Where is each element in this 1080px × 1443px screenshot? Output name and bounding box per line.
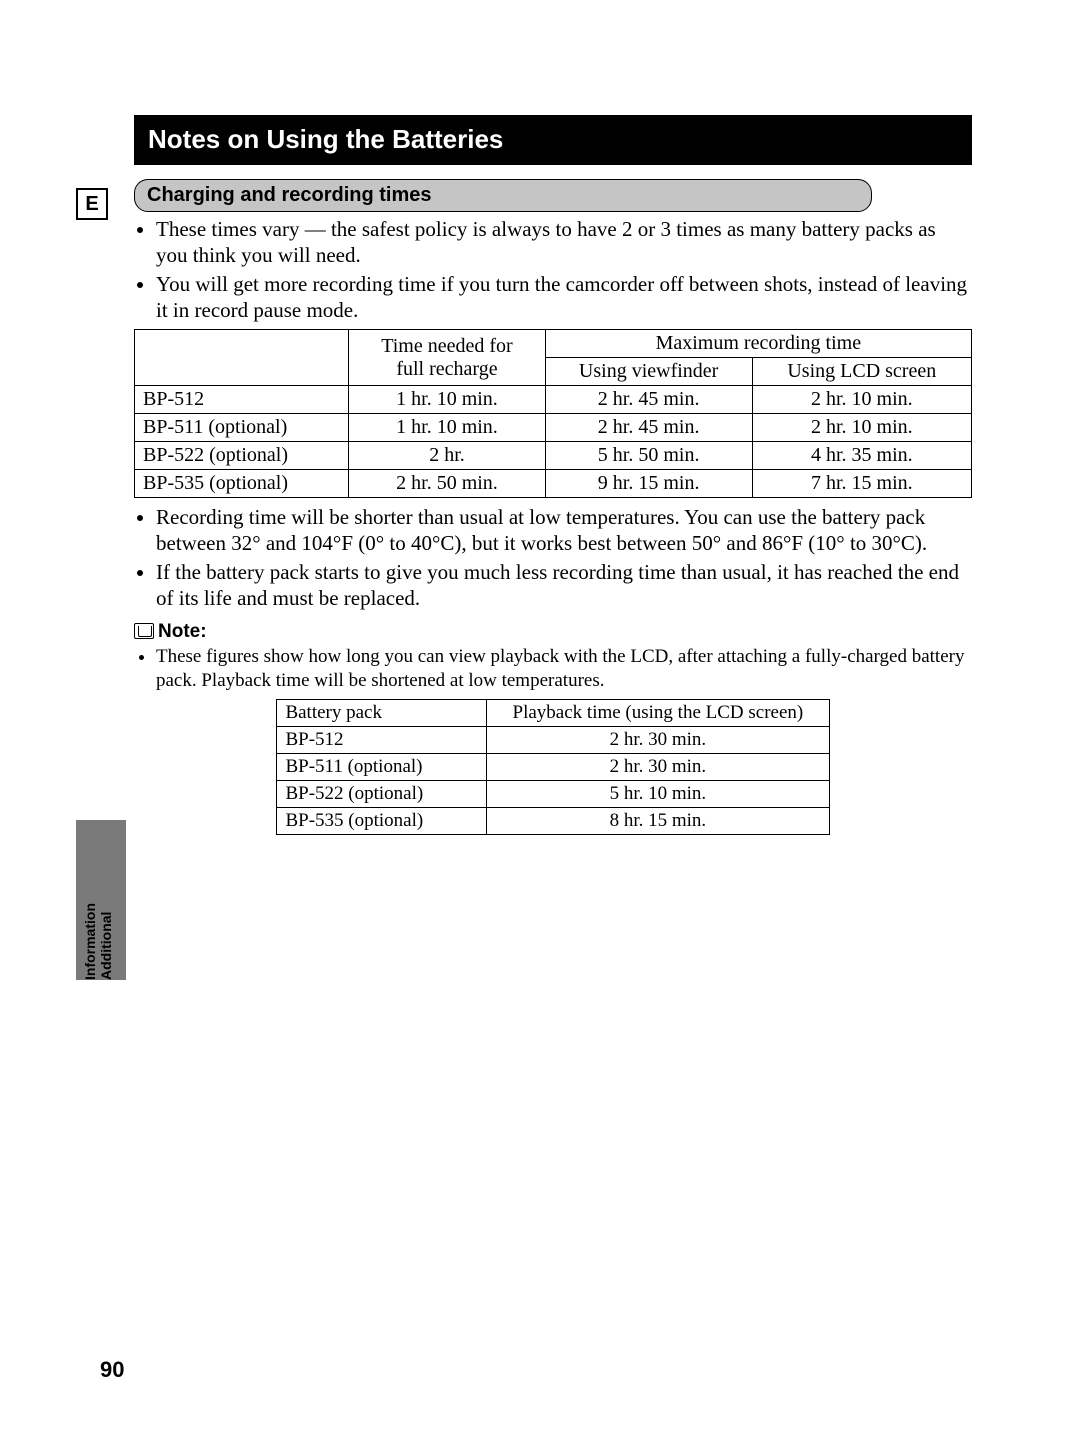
bullet-item: These figures show how long you can view… [156,645,972,693]
lcd-header: Using LCD screen [752,358,971,386]
max-header: Maximum recording time [545,330,971,358]
playback-cell: 2 hr. 30 min. [487,726,829,753]
side-label-line: Additional [98,912,114,980]
section-subhead: Charging and recording times [134,179,872,212]
table-row: BP-511 (optional) 1 hr. 10 min. 2 hr. 45… [135,414,972,442]
language-badge: E [76,188,108,220]
bullet-item: Recording time will be shorter than usua… [156,504,972,557]
lcd-cell: 4 hr. 35 min. [752,442,971,470]
pack-header: Battery pack [277,699,487,726]
table-row: BP-535 (optional) 8 hr. 15 min. [277,807,829,834]
lcd-cell: 2 hr. 10 min. [752,414,971,442]
cell-text: Time needed for [381,335,512,357]
vf-cell: 2 hr. 45 min. [545,386,752,414]
recharge-cell: 2 hr. [349,442,545,470]
battery-name-cell: BP-512 [277,726,487,753]
battery-name-cell: BP-522 (optional) [135,442,349,470]
vf-cell: 5 hr. 50 min. [545,442,752,470]
mid-bullets: Recording time will be shorter than usua… [134,504,972,611]
bullet-item: These times vary — the safest policy is … [156,216,972,269]
table-row: BP-512 1 hr. 10 min. 2 hr. 45 min. 2 hr.… [135,386,972,414]
page-number: 90 [100,1357,124,1383]
table-row: BP-511 (optional) 2 hr. 30 min. [277,753,829,780]
manual-page: E Notes on Using the Batteries Charging … [0,0,1080,1443]
table-row: BP-512 2 hr. 30 min. [277,726,829,753]
battery-name-cell: BP-535 (optional) [135,470,349,498]
recharge-cell: 1 hr. 10 min. [349,386,545,414]
table-header-row: Time needed for full recharge Maximum re… [135,330,972,358]
battery-name-cell: BP-511 (optional) [135,414,349,442]
playback-time-table: Battery pack Playback time (using the LC… [276,699,829,835]
recharge-cell: 1 hr. 10 min. [349,414,545,442]
subhead-wrap: Charging and recording times [134,179,972,212]
blank-header-cell [135,330,349,386]
note-icon [134,623,154,639]
note-bullets: These figures show how long you can view… [134,645,972,693]
table-row: BP-522 (optional) 5 hr. 10 min. [277,780,829,807]
note-heading: Note: [134,621,972,643]
recharge-cell: 2 hr. 50 min. [349,470,545,498]
table-header-row: Battery pack Playback time (using the LC… [277,699,829,726]
playback-cell: 2 hr. 30 min. [487,753,829,780]
table-row: BP-535 (optional) 2 hr. 50 min. 9 hr. 15… [135,470,972,498]
vf-cell: 2 hr. 45 min. [545,414,752,442]
playback-header: Playback time (using the LCD screen) [487,699,829,726]
page-title: Notes on Using the Batteries [134,115,972,165]
bullet-item: You will get more recording time if you … [156,271,972,324]
vf-cell: 9 hr. 15 min. [545,470,752,498]
side-section-label: Information Additional [82,903,114,980]
cell-text: full recharge [396,358,497,380]
lcd-cell: 2 hr. 10 min. [752,386,971,414]
playback-cell: 8 hr. 15 min. [487,807,829,834]
recording-time-table: Time needed for full recharge Maximum re… [134,329,972,498]
battery-name-cell: BP-512 [135,386,349,414]
content-area: Charging and recording times These times… [134,179,972,835]
table-row: BP-522 (optional) 2 hr. 5 hr. 50 min. 4 … [135,442,972,470]
battery-name-cell: BP-522 (optional) [277,780,487,807]
battery-name-cell: BP-535 (optional) [277,807,487,834]
recharge-header: Time needed for full recharge [349,330,545,386]
vf-header: Using viewfinder [545,358,752,386]
playback-cell: 5 hr. 10 min. [487,780,829,807]
side-label-line: Information [82,903,98,980]
bullet-item: If the battery pack starts to give you m… [156,559,972,612]
intro-bullets: These times vary — the safest policy is … [134,216,972,323]
note-label: Note: [158,621,207,642]
battery-name-cell: BP-511 (optional) [277,753,487,780]
lcd-cell: 7 hr. 15 min. [752,470,971,498]
